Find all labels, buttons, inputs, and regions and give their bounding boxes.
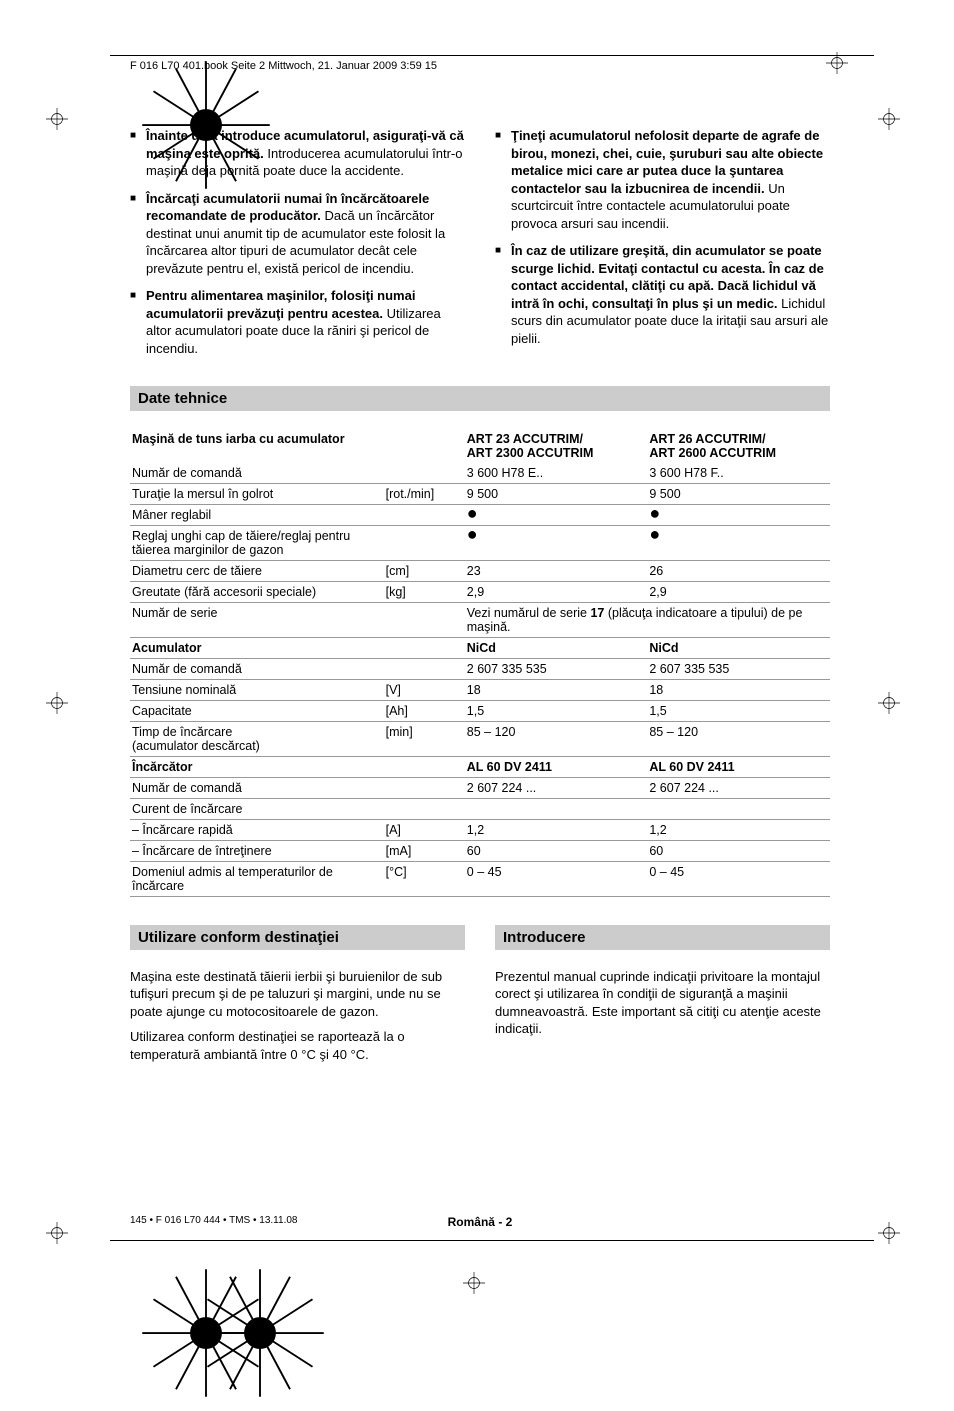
bullet-item: ■Ţineţi acumulatorul nefolosit departe d…: [495, 127, 830, 232]
table-row: Domeniul admis al temperaturilor de încă…: [130, 861, 830, 896]
page-content: F 016 L70 401.book Seite 2 Mittwoch, 21.…: [130, 60, 830, 1071]
safety-bullets: ■Înainte de a introduce acumulatorul, as…: [130, 127, 830, 368]
rosette-icon: [56, 1258, 90, 1292]
intro-para: Prezentul manual cuprinde indicaţii priv…: [495, 968, 830, 1038]
page-footer: 145 • F 016 L70 444 • TMS • 13.11.08 Rom…: [130, 1215, 830, 1229]
table-row: Tensiune nominală[V]1818: [130, 679, 830, 700]
spec-table: Maşină de tuns iarba cu acumulator ART 2…: [130, 429, 830, 897]
rosette-icon: [110, 1258, 144, 1292]
crop-mark-icon: [878, 1222, 900, 1244]
bullet-item: ■În caz de utilizare greşită, din acumul…: [495, 242, 830, 347]
table-row: Număr de comandă2 607 335 5352 607 335 5…: [130, 658, 830, 679]
usage-para: Utilizarea conform destinaţiei se raport…: [130, 1028, 465, 1063]
section-tech-data: Date tehnice: [130, 386, 830, 411]
table-row: Capacitate[Ah]1,51,5: [130, 700, 830, 721]
table-header-label: Maşină de tuns iarba cu acumulator: [130, 429, 384, 463]
table-row: AcumulatorNiCdNiCd: [130, 637, 830, 658]
usage-para: Maşina este destinată tăierii ierbii şi …: [130, 968, 465, 1021]
table-row: Curent de încărcare: [130, 798, 830, 819]
crop-mark-icon: [46, 1222, 68, 1244]
header-meta: F 016 L70 401.book Seite 2 Mittwoch, 21.…: [130, 60, 830, 72]
rosette-icon: [868, 1255, 902, 1289]
table-row: ÎncărcătorAL 60 DV 2411AL 60 DV 2411: [130, 756, 830, 777]
rosette-icon: [56, 50, 90, 84]
table-row: Număr de comandă3 600 H78 E..3 600 H78 F…: [130, 463, 830, 484]
crop-mark-icon: [878, 692, 900, 714]
table-row: Greutate (fără accesorii speciale)[kg]2,…: [130, 581, 830, 602]
table-header-col2: ART 26 ACCUTRIM/ART 2600 ACCUTRIM: [647, 429, 830, 463]
table-row: – Încărcare de întreţinere[mA]6060: [130, 840, 830, 861]
table-row: Număr de serieVezi numărul de serie 17 (…: [130, 602, 830, 637]
footer-left: 145 • F 016 L70 444 • TMS • 13.11.08: [130, 1215, 363, 1229]
table-row: – Încărcare rapidă[A]1,21,2: [130, 819, 830, 840]
bullet-item: ■Încărcaţi acumulatorii numai în încărcă…: [130, 190, 465, 278]
rosette-icon: [868, 50, 902, 84]
table-row: Reglaj unghi cap de tăiere/reglaj pentru…: [130, 525, 830, 560]
table-row: Mâner reglabil●●: [130, 504, 830, 525]
table-header-col1: ART 23 ACCUTRIM/ART 2300 ACCUTRIM: [465, 429, 648, 463]
table-row: Timp de încărcare(acumulator descărcat)[…: [130, 721, 830, 756]
footer-page-number: Română - 2: [363, 1215, 596, 1229]
crop-mark-icon: [46, 692, 68, 714]
section-usage: Utilizare conform destinaţiei: [130, 925, 465, 950]
table-row: Diametru cerc de tăiere[cm]2326: [130, 560, 830, 581]
section-intro: Introducere: [495, 925, 830, 950]
table-row: Turaţie la mersul în golrot[rot./min]9 5…: [130, 483, 830, 504]
table-row: Număr de comandă2 607 224 ...2 607 224 .…: [130, 777, 830, 798]
bullet-item: ■Înainte de a introduce acumulatorul, as…: [130, 127, 465, 180]
bullet-item: ■Pentru alimentarea maşinilor, folosiţi …: [130, 287, 465, 357]
